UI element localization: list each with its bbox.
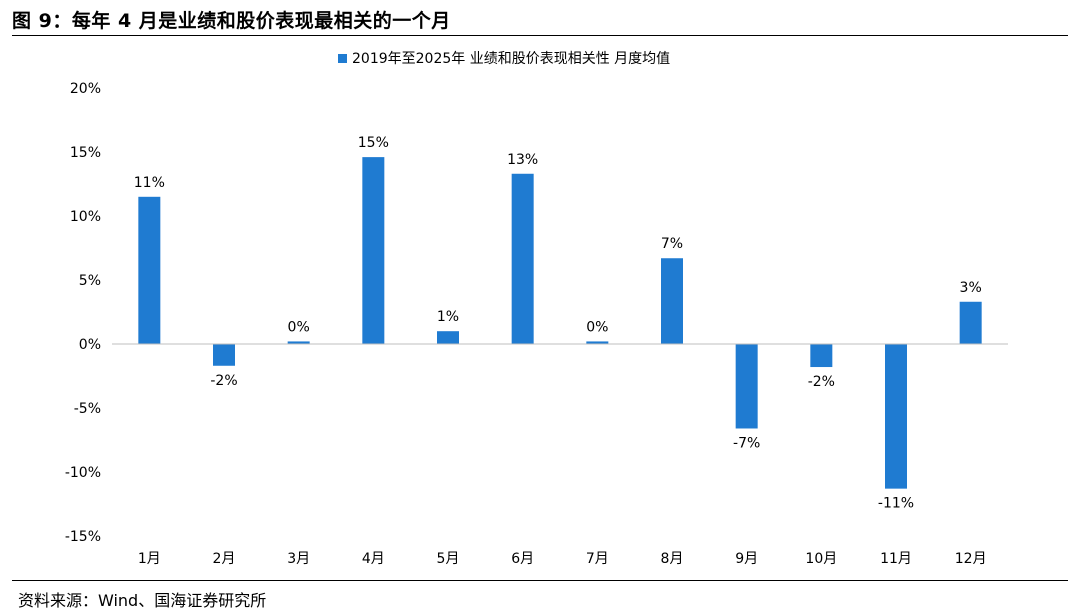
data-labels-group: 11% -2% 0% 15% 1% 13% 0% 7% -7% -2% -11% 3% <box>134 135 982 512</box>
y-axis: 20% 15% 10% 5% 0% -5% -10% -15% <box>65 81 101 545</box>
bar-1 <box>138 196 161 344</box>
bar-5 <box>437 331 459 344</box>
bar-8 <box>661 258 683 344</box>
x-tick-label: 3月 <box>287 551 310 567</box>
y-tick-label: 20% <box>70 81 101 97</box>
bar-6 <box>511 173 534 344</box>
data-label-6: 13% <box>507 152 538 168</box>
bar-3 <box>287 341 310 344</box>
bar-chart: 2019年至2025年 业绩和股价表现相关性 月度均值 20% 15% 10% 5% 0… <box>65 51 1008 567</box>
y-tick-label: 10% <box>70 209 101 225</box>
y-tick-label: -10% <box>65 465 101 481</box>
data-label-11: -11% <box>878 496 914 512</box>
data-label-10: -2% <box>808 374 835 390</box>
data-label-4: 15% <box>358 135 389 151</box>
x-tick-label: 5月 <box>437 551 460 567</box>
data-label-1: 11% <box>134 175 165 191</box>
data-label-12: 3% <box>960 280 982 296</box>
x-tick-label: 10月 <box>805 551 837 567</box>
figure-title: 图 9：每年 4 月是业绩和股价表现最相关的一个月 <box>12 10 451 32</box>
source-rule <box>12 580 1068 581</box>
data-label-2: -2% <box>210 373 237 389</box>
x-tick-label: 8月 <box>661 551 684 567</box>
data-label-8: 7% <box>661 236 683 252</box>
x-tick-label: 9月 <box>735 551 758 567</box>
data-label-9: -7% <box>733 435 760 451</box>
x-tick-label: 11月 <box>880 551 912 567</box>
bar-4 <box>362 157 385 344</box>
bars-group <box>138 157 982 489</box>
legend-swatch <box>338 54 347 63</box>
x-tick-label: 6月 <box>511 551 534 567</box>
chart-legend: 2019年至2025年 业绩和股价表现相关性 月度均值 <box>338 51 670 67</box>
y-tick-label: -5% <box>74 401 101 417</box>
y-tick-label: 0% <box>79 337 101 353</box>
x-tick-label: 2月 <box>213 551 236 567</box>
data-label-3: 0% <box>288 319 310 335</box>
y-tick-label: 5% <box>79 273 101 289</box>
bar-2 <box>213 344 235 366</box>
y-tick-label: -15% <box>65 529 101 545</box>
x-tick-label: 1月 <box>138 551 161 567</box>
bar-9 <box>735 344 758 429</box>
bar-7 <box>586 341 609 344</box>
x-tick-label: 12月 <box>955 551 987 567</box>
x-tick-label: 4月 <box>362 551 385 567</box>
x-tick-label: 7月 <box>586 551 609 567</box>
data-label-7: 0% <box>586 319 608 335</box>
data-label-5: 1% <box>437 309 459 325</box>
title-rule <box>12 35 1068 36</box>
x-axis: 1月 2月 3月 4月 5月 6月 7月 8月 9月 10月 11月 12月 <box>138 551 987 567</box>
y-tick-label: 15% <box>70 145 101 161</box>
legend-label: 2019年至2025年 业绩和股价表现相关性 月度均值 <box>352 51 670 67</box>
source-note: 资料来源：Wind、国海证券研究所 <box>18 591 267 610</box>
bar-11 <box>885 344 907 489</box>
bar-12 <box>959 301 982 344</box>
bar-10 <box>810 344 833 368</box>
